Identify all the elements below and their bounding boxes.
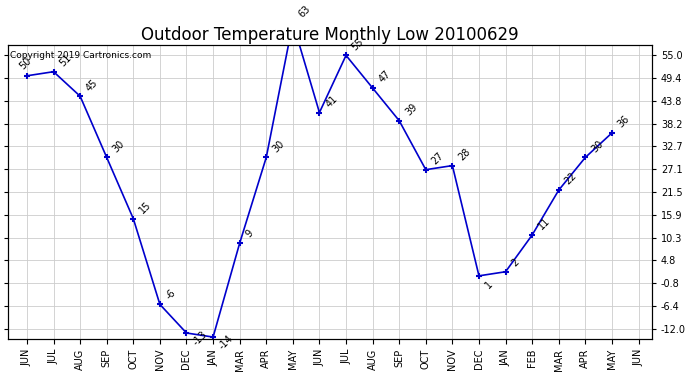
Text: 30: 30 xyxy=(110,138,126,154)
Text: 9: 9 xyxy=(244,228,255,240)
Text: 50: 50 xyxy=(18,56,33,72)
Title: Outdoor Temperature Monthly Low 20100629: Outdoor Temperature Monthly Low 20100629 xyxy=(141,26,519,44)
Text: 28: 28 xyxy=(456,147,472,162)
Text: 36: 36 xyxy=(616,114,631,130)
Text: 30: 30 xyxy=(270,138,286,154)
Text: 55: 55 xyxy=(350,36,366,52)
Text: 39: 39 xyxy=(403,102,419,117)
Text: -13: -13 xyxy=(190,329,208,347)
Text: -6: -6 xyxy=(164,287,178,301)
Text: 22: 22 xyxy=(563,171,579,187)
Text: 47: 47 xyxy=(377,69,393,85)
Text: 2: 2 xyxy=(509,257,521,268)
Text: 1: 1 xyxy=(483,279,494,290)
Text: Copyright 2019 Cartronics.com: Copyright 2019 Cartronics.com xyxy=(10,51,151,60)
Text: 45: 45 xyxy=(84,77,100,93)
Text: 30: 30 xyxy=(589,138,605,154)
Text: -14: -14 xyxy=(217,333,235,351)
Text: 63: 63 xyxy=(297,4,313,20)
Text: 41: 41 xyxy=(324,93,339,109)
Text: 15: 15 xyxy=(137,200,153,215)
Text: 11: 11 xyxy=(536,216,552,232)
Text: 51: 51 xyxy=(57,53,73,68)
Text: 27: 27 xyxy=(430,150,446,166)
